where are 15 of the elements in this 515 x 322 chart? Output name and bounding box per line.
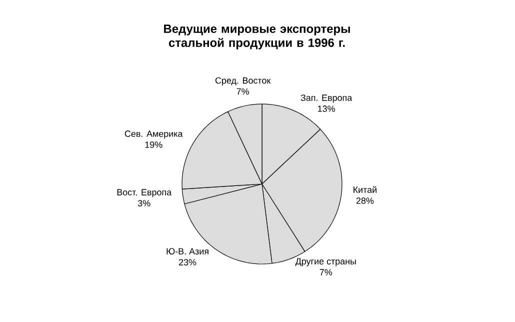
slice-label: Сред. Восток <box>215 77 271 86</box>
data-label: 23% <box>179 259 196 266</box>
slice-label: Ю-В. Азия <box>166 248 208 254</box>
slice-label: Другие страны <box>295 258 356 266</box>
data-label: 7% <box>320 269 332 276</box>
slice-label: Зап. Европа <box>300 94 352 103</box>
data-label: 19% <box>145 142 162 148</box>
chart-title: Ведущие мировые экспортеры стальной продукции в 1996 г. <box>164 24 350 50</box>
data-label: 13% <box>318 106 335 112</box>
data-label: 28% <box>356 198 374 204</box>
data-label: 7% <box>236 88 249 95</box>
slice-label: Вост. Европа <box>117 189 172 198</box>
slice-label: Сев. Америка <box>124 130 183 139</box>
data-label: 3% <box>138 200 150 206</box>
slice-label: Китай <box>354 186 376 193</box>
